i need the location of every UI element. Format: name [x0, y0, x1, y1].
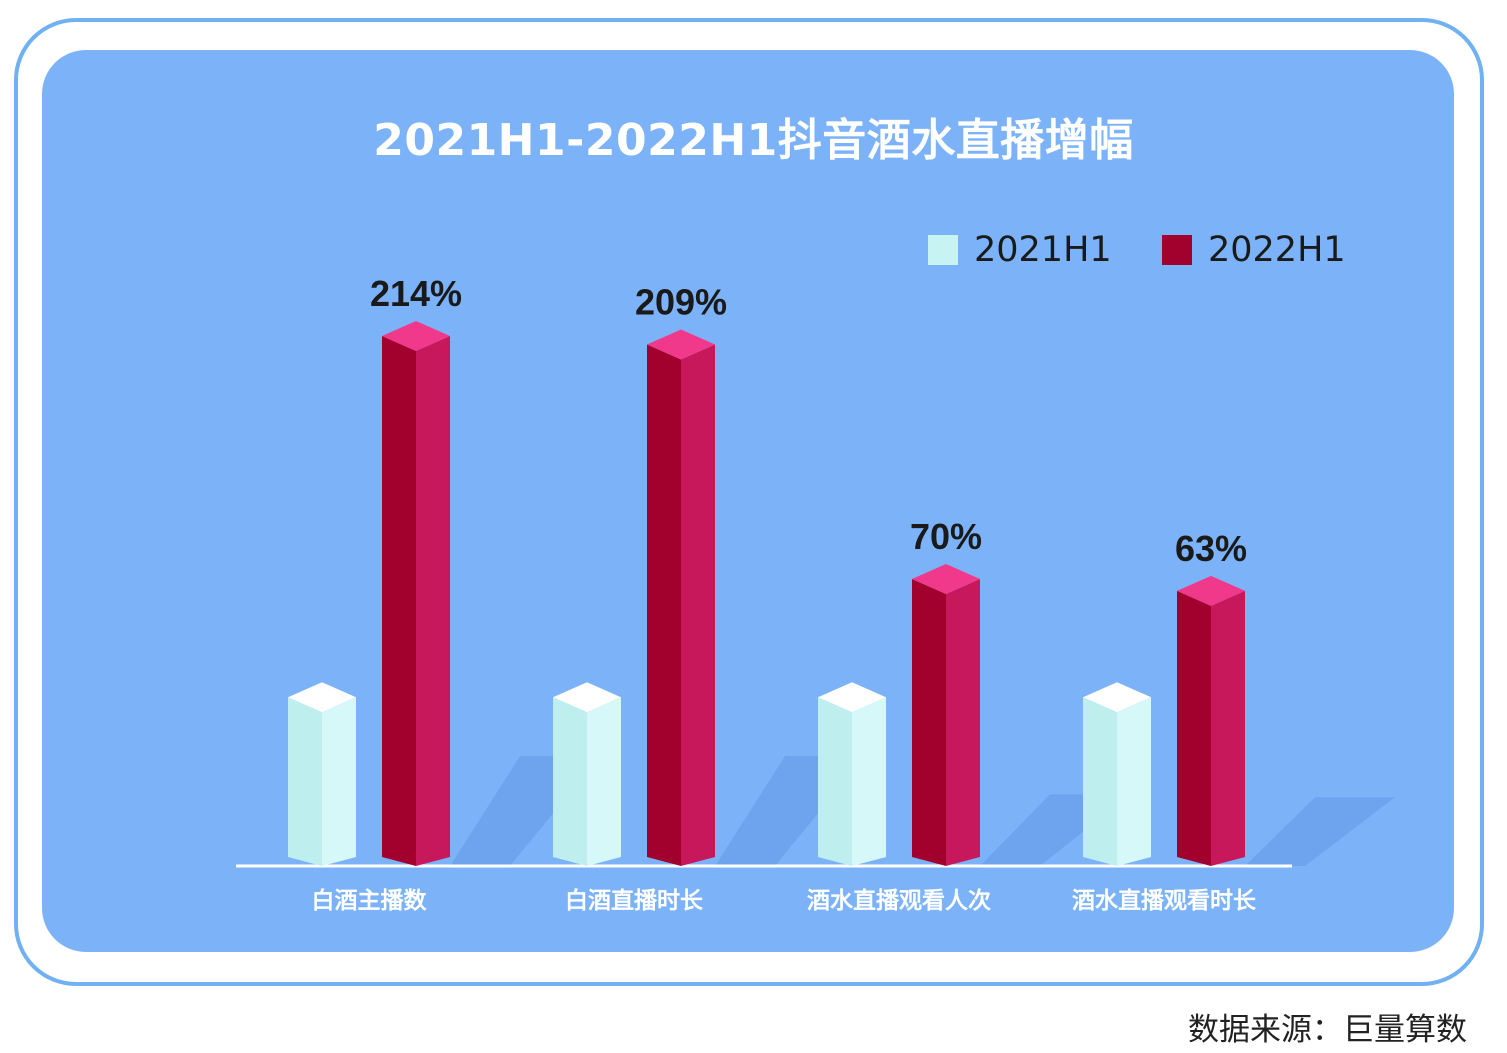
bar-2022h1-3-top-face [912, 564, 980, 595]
legend-swatch-2022h1 [1162, 235, 1192, 265]
x-tick-label-2: 白酒直播时长 [565, 887, 704, 914]
bar-2021h1-3-right-face [852, 697, 886, 866]
bar-2022h1-2-left-face [647, 344, 681, 867]
legend-label-2021h1: 2021H1 [974, 230, 1112, 270]
bar-2021h1-1-right-face [322, 697, 356, 866]
x-tick-label-3: 酒水直播观看人次 [807, 887, 991, 914]
bar-2022h1-4-top-face [1177, 575, 1245, 606]
bar-2021h1-4-left-face [1083, 697, 1117, 866]
x-tick-label-4: 酒水直播观看时长 [1072, 887, 1257, 914]
data-label-2022h1-3: 70% [910, 516, 982, 557]
bar-2021h1-2-right-face [587, 697, 621, 866]
legend-item-2022h1: 2022H1 [1162, 230, 1346, 270]
bar-2021h1-2-left-face [553, 697, 587, 866]
bar-2021h1-1-top-face [288, 682, 356, 713]
data-label-2022h1-2: 209% [635, 281, 727, 322]
bar-2022h1-1-top-face [382, 321, 450, 351]
bar-2021h1-3-top-face [818, 682, 886, 713]
bar-shadow-4 [1245, 797, 1395, 866]
legend-label-2022h1: 2022H1 [1208, 230, 1346, 270]
bar-2022h1-4-left-face [1177, 590, 1211, 866]
bar-2022h1-2-right-face [681, 344, 715, 867]
chart-title: 2021H1-2022H1抖音酒水直播增幅 [373, 115, 1134, 166]
data-label-2022h1-1: 214% [370, 273, 462, 314]
bar-2021h1-2-top-face [553, 682, 621, 713]
data-source: 数据来源：巨量算数 [1188, 1012, 1467, 1048]
bar-2021h1-4-top-face [1083, 682, 1151, 713]
bar-2021h1-4-right-face [1117, 697, 1151, 866]
bar-2022h1-1-left-face [382, 336, 416, 866]
x-tick-label-1: 白酒主播数 [312, 887, 428, 914]
data-label-2022h1-4: 63% [1175, 528, 1247, 569]
bar-2022h1-4-right-face [1211, 590, 1245, 866]
legend-swatch-2021h1 [928, 235, 958, 265]
bar-2022h1-1-right-face [416, 336, 450, 866]
legend-item-2021h1: 2021H1 [928, 230, 1112, 270]
bar-2022h1-3-right-face [946, 579, 980, 866]
bar-2022h1-2-top-face [647, 329, 715, 360]
bar-2021h1-3-left-face [818, 697, 852, 866]
bar-2021h1-1-left-face [288, 697, 322, 866]
bar-2022h1-3-left-face [912, 579, 946, 866]
